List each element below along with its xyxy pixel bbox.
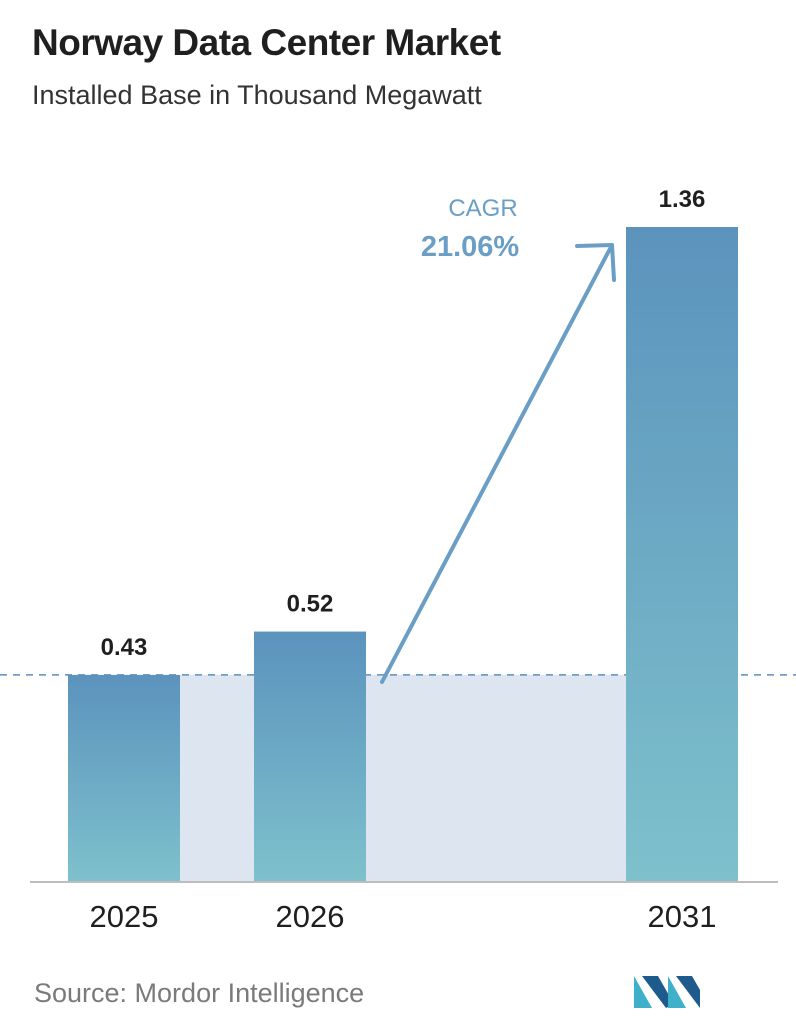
reference-band <box>180 674 254 882</box>
value-label-2026: 0.52 <box>287 591 334 618</box>
cagr-arrow <box>380 243 616 684</box>
x-tick-label-2031: 2031 <box>648 899 717 934</box>
chart-title: Norway Data Center Market <box>32 22 501 63</box>
bar-2025 <box>68 674 180 882</box>
mordor-intelligence-logo <box>634 976 700 1008</box>
bar-2031 <box>626 227 738 882</box>
cagr-label: CAGR <box>448 195 517 222</box>
bar-chart: CAGR 21.06% 0.43 0.52 1.36 2025 2026 2031 <box>0 186 796 934</box>
chart-subtitle: Installed Base in Thousand Megawatt <box>32 80 482 110</box>
cagr-value: 21.06% <box>421 231 520 263</box>
x-tick-label-2026: 2026 <box>276 899 345 934</box>
reference-band <box>366 674 626 882</box>
value-label-2025: 0.43 <box>101 634 148 661</box>
cagr-arrow-shaft <box>380 243 614 684</box>
cagr-arrow-head <box>575 243 616 282</box>
value-label-2031: 1.36 <box>659 186 706 213</box>
bar-2026 <box>254 631 366 882</box>
source-note: Source: Mordor Intelligence <box>34 978 365 1008</box>
x-tick-label-2025: 2025 <box>90 899 159 934</box>
